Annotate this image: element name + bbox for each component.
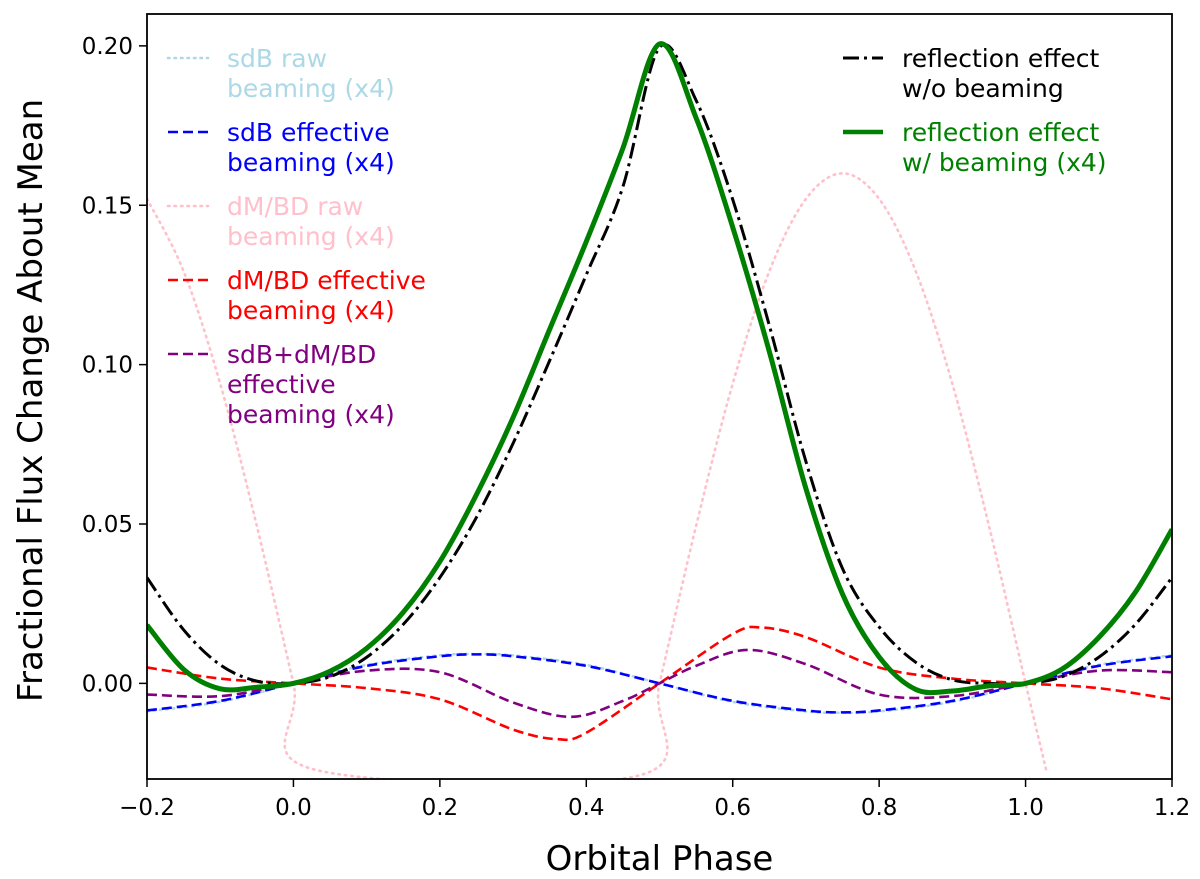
- x-tick-label: 1.2: [1154, 795, 1191, 821]
- x-tick-label: −0.2: [119, 795, 175, 821]
- legend-label-sum-eff: effective: [227, 370, 336, 399]
- y-tick-label: 0.20: [82, 34, 133, 60]
- legend-label-refl-beam: reflection effect: [902, 118, 1100, 147]
- y-tick-label: 0.10: [82, 353, 133, 379]
- legend-label-sum-eff: beaming (x4): [227, 400, 395, 429]
- legend-label-sdb-raw: beaming (x4): [227, 74, 395, 103]
- ticks-layer: −0.2 0.0 0.2 0.4 0.6 0.8 1.0 1.2 0.00 0.05 0.10 0.1…: [82, 34, 1191, 821]
- y-axis-label: Fractional Flux Change About Mean: [11, 99, 51, 702]
- series-line-refl-beam: [147, 41, 1172, 696]
- legend-label-refl: reflection effect: [902, 44, 1100, 73]
- x-tick-label: 0.6: [714, 795, 751, 821]
- x-tick-label: 0.0: [275, 795, 312, 821]
- legend-label-dm-raw: beaming (x4): [227, 222, 395, 251]
- y-tick-label: 0.05: [82, 512, 133, 538]
- legend-label-sdb-raw: sdB raw: [227, 44, 327, 73]
- legend-label-dm-eff: beaming (x4): [227, 296, 395, 325]
- plot-frame: [146, 13, 1173, 780]
- legend-label-sum-eff: sdB+dM/BD: [227, 340, 376, 369]
- legend-label-dm-raw: dM/BD raw: [227, 192, 363, 221]
- legend-label-refl: w/o beaming: [902, 74, 1064, 103]
- x-tick-label: 1.0: [1007, 795, 1044, 821]
- legend-label-sdb-eff: beaming (x4): [227, 148, 395, 177]
- series-line-refl: [147, 43, 1172, 686]
- y-tick-label: 0.00: [82, 671, 133, 697]
- series-line-sum-eff: [147, 648, 1172, 719]
- series-line-dm-eff: [147, 625, 1172, 742]
- x-tick-label: 0.8: [861, 795, 898, 821]
- x-tick-label: 0.4: [568, 795, 605, 821]
- legend-label-refl-beam: w/ beaming (x4): [902, 148, 1107, 177]
- x-tick-label: 0.2: [422, 795, 459, 821]
- series-line-dm-raw: [147, 172, 1048, 779]
- series-layer: [147, 41, 1172, 779]
- legend-label-dm-eff: dM/BD effective: [227, 266, 426, 295]
- y-tick-label: 0.15: [82, 193, 133, 219]
- legend-label-sdb-eff: sdB effective: [227, 118, 390, 147]
- x-axis-label: Orbital Phase: [546, 839, 774, 879]
